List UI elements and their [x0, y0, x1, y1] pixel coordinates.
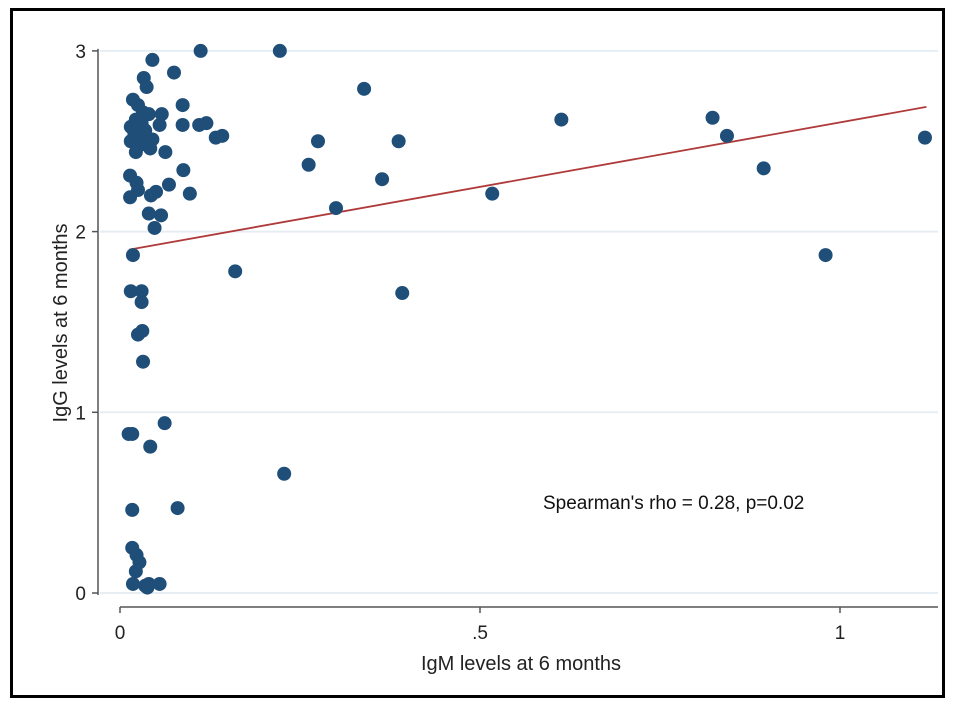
data-point-4	[193, 43, 208, 58]
data-point-47	[147, 220, 162, 235]
data-point-43	[123, 190, 138, 205]
data-point-68	[277, 466, 292, 481]
data-point-53	[917, 130, 932, 145]
data-point-3	[167, 65, 181, 80]
y-tick-label-2: 2	[75, 223, 86, 244]
data-point-18	[175, 117, 190, 132]
y-axis-title: IgG levels at 6 months	[50, 224, 72, 423]
data-point-56	[228, 264, 243, 279]
data-point-59	[395, 286, 410, 301]
data-point-28	[143, 141, 158, 156]
data-point-29	[128, 145, 143, 160]
x-tick-label-1: .5	[472, 623, 488, 644]
data-point-55	[125, 248, 140, 263]
data-point-42	[182, 186, 197, 201]
y-tick-label-0: 0	[75, 584, 86, 605]
data-point-66	[157, 416, 172, 431]
data-point-60	[134, 295, 149, 310]
data-point-78	[152, 576, 167, 591]
data-point-44	[329, 201, 343, 216]
data-point-45	[141, 206, 156, 221]
data-point-52	[756, 161, 771, 176]
data-point-63	[136, 354, 151, 369]
data-point-58	[134, 284, 149, 299]
data-point-11	[154, 107, 169, 122]
axes	[97, 48, 938, 608]
y-tick-label-3: 3	[75, 42, 86, 63]
gridlines	[100, 49, 938, 594]
y-tick-label-1: 1	[75, 403, 86, 424]
x-axis-title: IgM levels at 6 months	[421, 653, 621, 675]
fit-line	[129, 106, 927, 251]
data-point-74	[128, 564, 143, 579]
data-point-54	[818, 248, 833, 263]
data-point-34	[176, 163, 191, 178]
data-point-5	[272, 43, 287, 58]
data-point-65	[125, 426, 140, 441]
data-point-79	[140, 580, 155, 595]
data-point-32	[391, 134, 406, 149]
data-point-6	[357, 81, 372, 96]
spearman-annotation: Spearman's rho = 0.28, p=0.02	[543, 493, 804, 514]
data-point-2	[145, 52, 160, 67]
data-point-70	[125, 502, 140, 517]
data-point-30	[158, 145, 173, 160]
x-tick-label-0: 0	[115, 623, 126, 644]
data-point-50	[705, 110, 720, 125]
data-point-1	[139, 80, 154, 95]
data-point-49	[554, 112, 569, 127]
data-point-57	[123, 284, 138, 299]
plot-background	[96, 38, 938, 608]
data-point-31	[311, 134, 325, 149]
ticks: 0 1 2 3 0 .5 1	[75, 42, 845, 644]
data-point-38	[161, 177, 176, 192]
data-point-67	[143, 439, 158, 454]
fit-line-group	[129, 106, 927, 251]
data-point-51	[719, 128, 734, 143]
data-point-75	[125, 576, 140, 591]
data-point-62	[131, 327, 145, 342]
data-point-22	[215, 128, 230, 143]
points-group	[121, 43, 932, 595]
data-point-12	[175, 98, 190, 113]
data-point-41	[143, 188, 158, 203]
data-point-20	[199, 116, 214, 131]
data-point-48	[485, 186, 500, 201]
data-point-17	[152, 117, 167, 132]
data-point-33	[301, 157, 316, 172]
x-tick-label-2: 1	[835, 623, 846, 644]
data-point-69	[170, 501, 185, 516]
data-point-46	[154, 208, 169, 223]
data-point-36	[375, 172, 390, 187]
